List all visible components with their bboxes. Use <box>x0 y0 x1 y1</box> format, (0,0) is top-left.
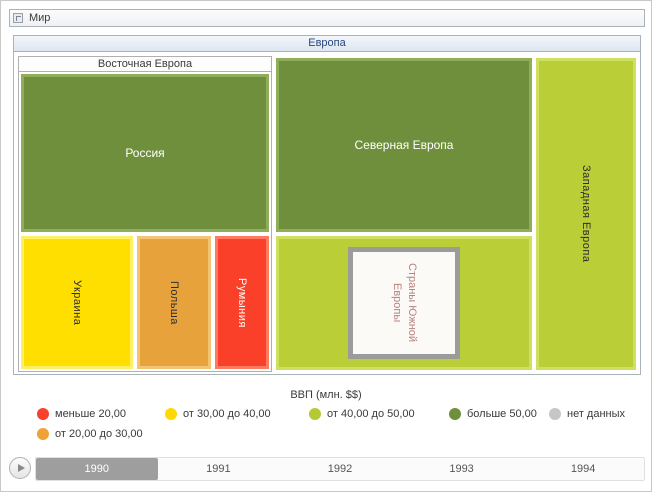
tile-label-northern-europe: Северная Европа <box>354 138 454 152</box>
root-group-header-mir[interactable]: Мир <box>9 9 645 27</box>
legend-swatch-red <box>37 408 49 420</box>
legend-label: нет данных <box>567 408 626 420</box>
timeline-year-1990[interactable]: 1990 <box>36 458 158 480</box>
tile-poland[interactable]: Польша <box>137 236 211 369</box>
legend-label: от 20,00 до 30,00 <box>55 428 143 440</box>
timeline-track: 1990 1991 1992 1993 1994 <box>35 457 645 481</box>
tile-label-southern-europe: Страны Южной Европы <box>391 263 418 343</box>
legend-swatch-gray <box>549 408 561 420</box>
group-eastern-europe: Восточная Европа Россия Украина Польша Р… <box>18 56 272 372</box>
legend-title: ВВП (млн. $$) <box>290 389 362 401</box>
legend-swatch-yellowgreen <box>309 408 321 420</box>
tile-western-europe[interactable]: Западная Европа <box>536 58 636 370</box>
legend-item-more-50: больше 50,00 <box>449 407 537 421</box>
legend-label: больше 50,00 <box>467 408 537 420</box>
tile-label-russia: Россия <box>125 146 165 160</box>
legend-label: меньше 20,00 <box>55 408 127 420</box>
legend-label: от 30,00 до 40,00 <box>183 408 271 420</box>
tile-label-poland: Польша <box>168 280 180 325</box>
legend-swatch-darkgreen <box>449 408 461 420</box>
group-header-eastern-europe[interactable]: Восточная Европа <box>19 57 271 72</box>
legend-swatch-orange <box>37 428 49 440</box>
drill-up-icon <box>13 13 23 23</box>
legend-item-20-30: от 20,00 до 30,00 <box>37 427 143 441</box>
legend-item-less-20: меньше 20,00 <box>37 407 126 421</box>
legend-item-40-50: от 40,00 до 50,00 <box>309 407 415 421</box>
tile-label-western-europe: Западная Европа <box>580 165 592 263</box>
group-europe: Европа Восточная Европа Россия Украина П… <box>13 35 641 375</box>
legend-item-30-40: от 30,00 до 40,00 <box>165 407 271 421</box>
group-header-europe[interactable]: Европа <box>14 36 640 52</box>
legend-swatch-yellow <box>165 408 177 420</box>
timeline-year-1991[interactable]: 1991 <box>206 463 231 475</box>
tile-label-ukraine: Украина <box>71 279 83 326</box>
tile-russia[interactable]: Россия <box>21 74 269 232</box>
tile-romania[interactable]: Румыния <box>215 236 269 369</box>
tile-ukraine[interactable]: Украина <box>21 236 133 369</box>
legend-item-no-data: нет данных <box>549 407 625 421</box>
tile-northern-europe[interactable]: Северная Европа <box>276 58 532 232</box>
legend-label: от 40,00 до 50,00 <box>327 408 415 420</box>
timeline-year-1993[interactable]: 1993 <box>449 463 474 475</box>
tile-southern-europe-area[interactable]: Страны Южной Европы <box>276 236 532 370</box>
timeline-play-button[interactable] <box>9 457 31 479</box>
play-icon <box>17 464 25 472</box>
timeline-year-1994[interactable]: 1994 <box>570 463 596 475</box>
timeline-year-1992[interactable]: 1992 <box>327 463 353 475</box>
root-group-label: Мир <box>29 12 51 24</box>
tile-label-romania: Румыния <box>236 277 248 328</box>
southern-europe-circle[interactable]: Страны Южной Европы <box>348 247 460 359</box>
